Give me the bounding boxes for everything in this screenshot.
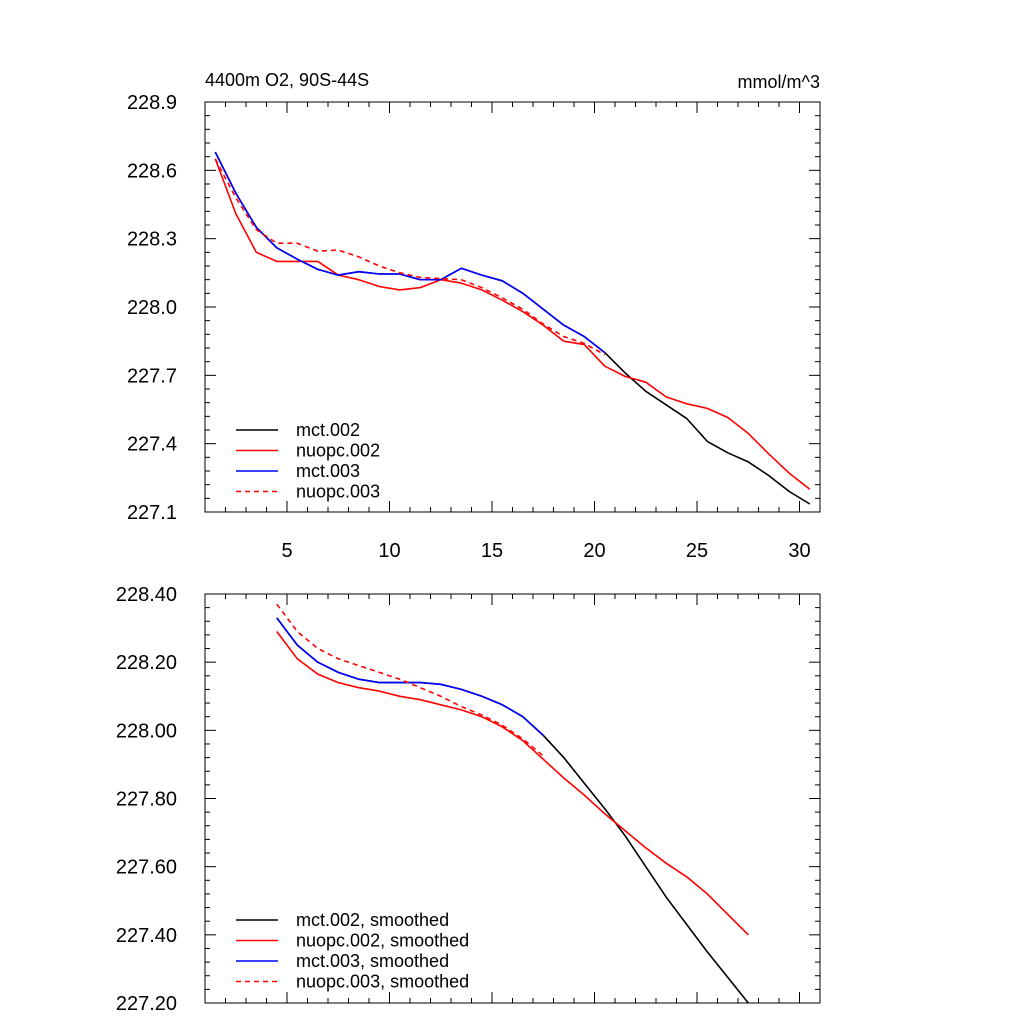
x-tick-label: 25 [686, 540, 708, 562]
y-tick-label: 227.7 [127, 365, 177, 387]
series-line-nuopc-003-smoothed [276, 603, 544, 757]
chart-title: 4400m O2, 90S-44S [205, 70, 369, 90]
y-tick-label: 228.6 [127, 160, 177, 182]
y-tick-label: 227.60 [116, 857, 177, 879]
legend-label: nuopc.002, smoothed [296, 931, 469, 951]
y-tick-label: 227.1 [127, 502, 177, 524]
chart-panel-2: 227.20 227.40 227.60 227.80 228.00 228.20 228.… [116, 584, 821, 1015]
legend-label: nuopc.003 [296, 482, 380, 502]
legend-label: mct.003, smoothed [296, 951, 449, 971]
series-line-mct-003 [214, 151, 606, 354]
legend-label: mct.002, smoothed [296, 910, 449, 930]
series-line-nuopc-003 [214, 158, 606, 356]
y-tick-label: 228.9 [127, 92, 177, 114]
units-label: mmol/m^3 [738, 72, 820, 92]
x-tick-label: 10 [378, 540, 400, 562]
x-tick-label: 20 [583, 540, 605, 562]
y-tick-label: 228.00 [116, 720, 177, 742]
series-line-nuopc-002 [214, 158, 811, 490]
legend-label: nuopc.003, smoothed [296, 972, 469, 992]
x-tick-label: 5 [281, 540, 292, 562]
y-tick-label: 227.20 [116, 993, 177, 1015]
y-tick-label: 228.40 [116, 584, 177, 606]
y-tick-label: 228.0 [127, 297, 177, 319]
y-tick-label: 227.4 [127, 434, 177, 456]
x-tick-label: 30 [788, 540, 810, 562]
y-tick-label: 228.3 [127, 229, 177, 251]
series-group [276, 603, 749, 1003]
legend-label: mct.003 [296, 461, 360, 481]
x-tick-label: 15 [481, 540, 503, 562]
legend-label: nuopc.002 [296, 441, 380, 461]
legend-label: mct.002 [296, 420, 360, 440]
y-tick-label: 227.80 [116, 789, 177, 811]
y-tick-label: 228.20 [116, 652, 177, 674]
series-line-mct-003-smoothed [276, 617, 544, 736]
series-line-nuopc-002-smoothed [276, 631, 749, 936]
chart-panel-1: 5 10 15 20 25 30 227.1 227.4 227.7 228.0 228.3 228.… [127, 70, 821, 562]
series-group [214, 151, 811, 505]
y-tick-label: 227.40 [116, 925, 177, 947]
